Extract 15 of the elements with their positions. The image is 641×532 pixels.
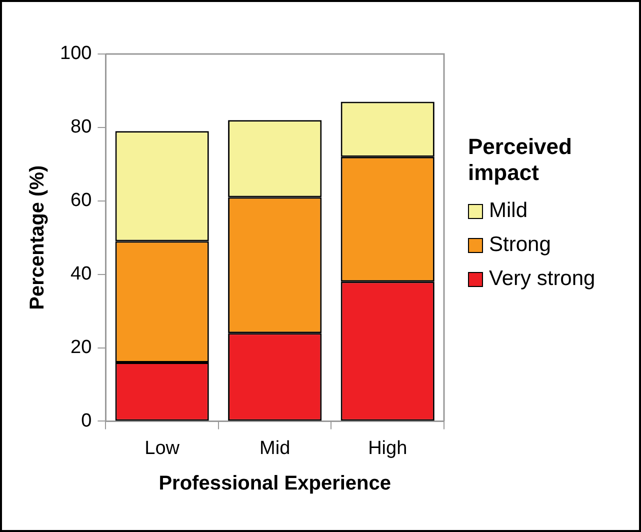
y-tick-label: 100	[60, 43, 92, 64]
x-tick-label: High	[368, 438, 408, 459]
y-axis-title: Percentage (%)	[26, 165, 49, 310]
y-tick-label: 60	[70, 190, 92, 212]
legend-label: Mild	[489, 199, 528, 223]
y-tick-label: 80	[70, 116, 92, 138]
y-tick-label: 40	[70, 264, 92, 285]
y-tick-label: 20	[70, 336, 92, 358]
x-tick-label: Mid	[260, 438, 290, 459]
legend-label: Very strong	[489, 267, 596, 291]
legend-title: Perceived impact	[468, 134, 573, 186]
x-tick-label: Low	[144, 438, 180, 459]
legend-label: Strong	[489, 233, 551, 257]
y-tick-label: 0	[81, 410, 92, 432]
x-axis-title: Professional Experience	[158, 472, 392, 495]
